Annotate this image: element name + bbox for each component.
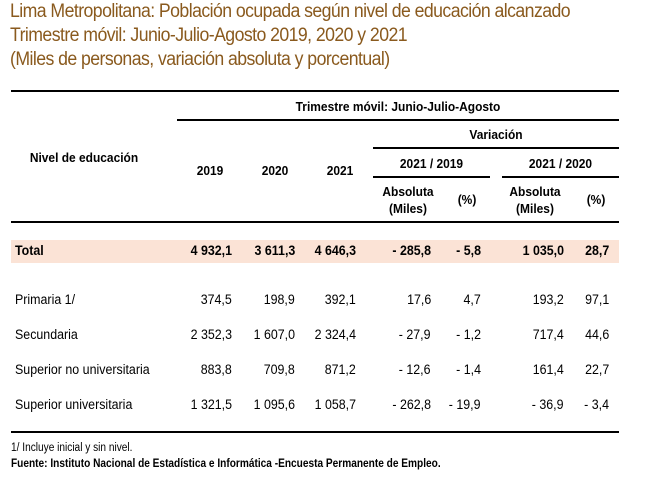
header-absoluta-1-line1: Absoluta: [382, 184, 434, 199]
table-row-2-value-2021: 2 324,4: [314, 327, 356, 342]
table-row-4-value-pct-2021-2020: - 3,4: [584, 397, 609, 412]
table-row-4-value-2021: 1 058,7: [314, 397, 356, 412]
total-row-value-pct-2021-2020: 28,7: [584, 243, 609, 258]
table-row-1-label: Primaria 1/: [15, 292, 76, 307]
table-row-3-value-2021: 871,2: [324, 362, 356, 377]
header-year-2021: 2021: [326, 163, 354, 178]
header-pct-1: (%): [457, 192, 477, 207]
table-row-4-value-pct-2021-2019: - 19,9: [449, 397, 481, 412]
table-top-rule: [11, 90, 619, 92]
table-row-1-value-pct-2021-2020: 97,1: [584, 292, 609, 307]
table-row-2-label: Secundaria: [15, 327, 78, 342]
table-row-3-value-abs-2021-2019: - 12,6: [399, 362, 431, 377]
table-row-4-label: Superior universitaria: [15, 397, 133, 412]
total-row-label: Total: [15, 243, 44, 258]
table-row-2-value-abs-2021-2019: - 27,9: [399, 327, 431, 342]
table-row-1-value-2020: 198,9: [263, 292, 295, 307]
header-comparison-2021-2020: 2021 / 2020: [528, 156, 593, 171]
header-absoluta-2-line2: (Miles): [516, 201, 554, 216]
group-rule: [177, 119, 619, 121]
table-row-4-value-abs-2021-2020: - 36,9: [532, 397, 564, 412]
table-row-3-value-2020: 709,8: [263, 362, 295, 377]
table-row-3-label: Superior no universitaria: [15, 362, 150, 377]
header-year-2019: 2019: [196, 163, 224, 178]
table-row-2-value-pct-2021-2019: - 1,2: [456, 327, 481, 342]
table-row-4-value-2020: 1 095,6: [253, 397, 295, 412]
table-row-3-value-2019: 883,8: [200, 362, 232, 377]
table-row-1-value-abs-2021-2019: 17,6: [406, 292, 431, 307]
table-row-3-value-pct-2021-2020: 22,7: [584, 362, 609, 377]
header-absoluta-1-line2: (Miles): [389, 201, 427, 216]
table-row-1-value-2021: 392,1: [324, 292, 356, 307]
total-row-value-2019: 4 932,1: [190, 243, 232, 258]
header-pct-2: (%): [586, 192, 606, 207]
total-row-value-2021: 4 646,3: [314, 243, 356, 258]
footnote: 1/ Incluye inicial y sin nivel.: [11, 442, 133, 454]
header-absoluta-1: Absoluta (Miles): [380, 183, 435, 217]
title-line-2: Trimestre móvil: Junio-Julio-Agosto 2019…: [10, 25, 408, 46]
table-row-3-value-pct-2021-2019: - 1,4: [456, 362, 481, 377]
header-absoluta-2-line1: Absoluta: [509, 184, 561, 199]
total-row-value-2020: 3 611,3: [254, 243, 295, 258]
table-row-2-value-2020: 1 607,0: [253, 327, 295, 342]
title-line-1: Lima Metropolitana: Población ocupada se…: [10, 1, 571, 22]
table-row-1-value-2019: 374,5: [200, 292, 232, 307]
header-nivel-educacion: Nivel de educación: [29, 150, 139, 165]
table-row-2-value-abs-2021-2020: 717,4: [532, 327, 564, 342]
table-row-2-value-2019: 2 352,3: [190, 327, 232, 342]
table-row-1-value-abs-2021-2020: 193,2: [532, 292, 564, 307]
header-absoluta-2: Absoluta (Miles): [507, 183, 562, 217]
table-row-3-value-abs-2021-2020: 161,4: [532, 362, 564, 377]
total-row-value-pct-2021-2019: - 5,8: [456, 243, 481, 258]
source-note: Fuente: Instituto Nacional de Estadístic…: [11, 458, 441, 470]
comparison-rule-2: [502, 176, 619, 178]
variation-rule: [373, 147, 619, 149]
table-row-4-value-abs-2021-2019: - 262,8: [392, 397, 431, 412]
table-row-2-value-pct-2021-2020: 44,6: [584, 327, 609, 342]
header-group: Trimestre móvil: Junio-Julio-Agosto: [295, 99, 501, 114]
table-bottom-rule: [11, 431, 619, 433]
header-bottom-rule: [11, 221, 619, 223]
total-row-value-abs-2021-2019: - 285,8: [392, 243, 431, 258]
table-row-4-value-2019: 1 321,5: [190, 397, 232, 412]
table-row-1-value-pct-2021-2019: 4,7: [463, 292, 481, 307]
header-variacion: Variación: [469, 127, 523, 142]
total-row-band: [11, 240, 619, 263]
comparison-rule-1: [373, 176, 490, 178]
title-line-3: (Miles de personas, variación absoluta y…: [10, 49, 390, 70]
header-year-2020: 2020: [261, 163, 289, 178]
total-row-value-abs-2021-2020: 1 035,0: [522, 243, 564, 258]
header-comparison-2021-2019: 2021 / 2019: [399, 156, 464, 171]
